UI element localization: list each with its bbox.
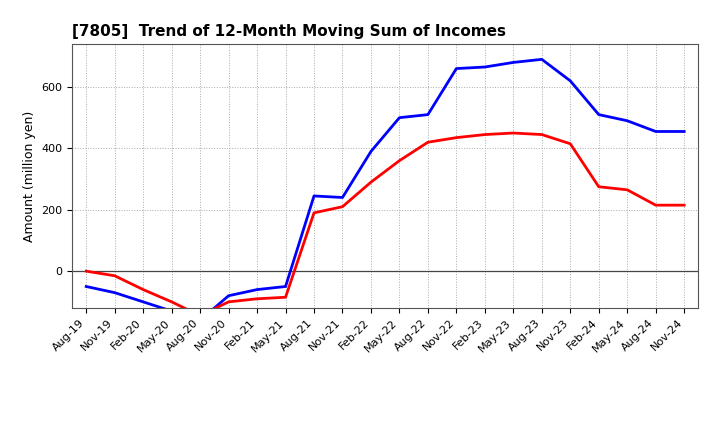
Ordinary Income (537, 57, 546, 62)
Net Income (310, 210, 318, 216)
Net Income (623, 187, 631, 192)
Ordinary Income (338, 195, 347, 200)
Ordinary Income (366, 149, 375, 154)
Net Income (225, 299, 233, 304)
Ordinary Income (196, 318, 204, 323)
Net Income (82, 268, 91, 274)
Net Income (338, 204, 347, 209)
Net Income (167, 299, 176, 304)
Net Income (652, 202, 660, 208)
Ordinary Income (623, 118, 631, 123)
Ordinary Income (452, 66, 461, 71)
Net Income (480, 132, 489, 137)
Line: Ordinary Income: Ordinary Income (86, 59, 684, 320)
Ordinary Income (680, 129, 688, 134)
Net Income (452, 135, 461, 140)
Net Income (366, 180, 375, 185)
Ordinary Income (423, 112, 432, 117)
Net Income (196, 313, 204, 318)
Net Income (282, 295, 290, 300)
Line: Net Income: Net Income (86, 133, 684, 315)
Ordinary Income (253, 287, 261, 292)
Ordinary Income (225, 293, 233, 298)
Ordinary Income (110, 290, 119, 295)
Net Income (139, 287, 148, 292)
Ordinary Income (566, 78, 575, 84)
Net Income (680, 202, 688, 208)
Ordinary Income (310, 193, 318, 198)
Ordinary Income (652, 129, 660, 134)
Ordinary Income (167, 308, 176, 314)
Y-axis label: Amount (million yen): Amount (million yen) (22, 110, 35, 242)
Ordinary Income (480, 64, 489, 70)
Net Income (595, 184, 603, 189)
Net Income (566, 141, 575, 147)
Net Income (509, 130, 518, 136)
Net Income (395, 158, 404, 163)
Net Income (253, 296, 261, 301)
Ordinary Income (139, 299, 148, 304)
Net Income (110, 273, 119, 279)
Net Income (537, 132, 546, 137)
Text: [7805]  Trend of 12-Month Moving Sum of Incomes: [7805] Trend of 12-Month Moving Sum of I… (72, 24, 506, 39)
Ordinary Income (509, 60, 518, 65)
Net Income (423, 139, 432, 145)
Ordinary Income (282, 284, 290, 289)
Ordinary Income (595, 112, 603, 117)
Ordinary Income (82, 284, 91, 289)
Ordinary Income (395, 115, 404, 120)
